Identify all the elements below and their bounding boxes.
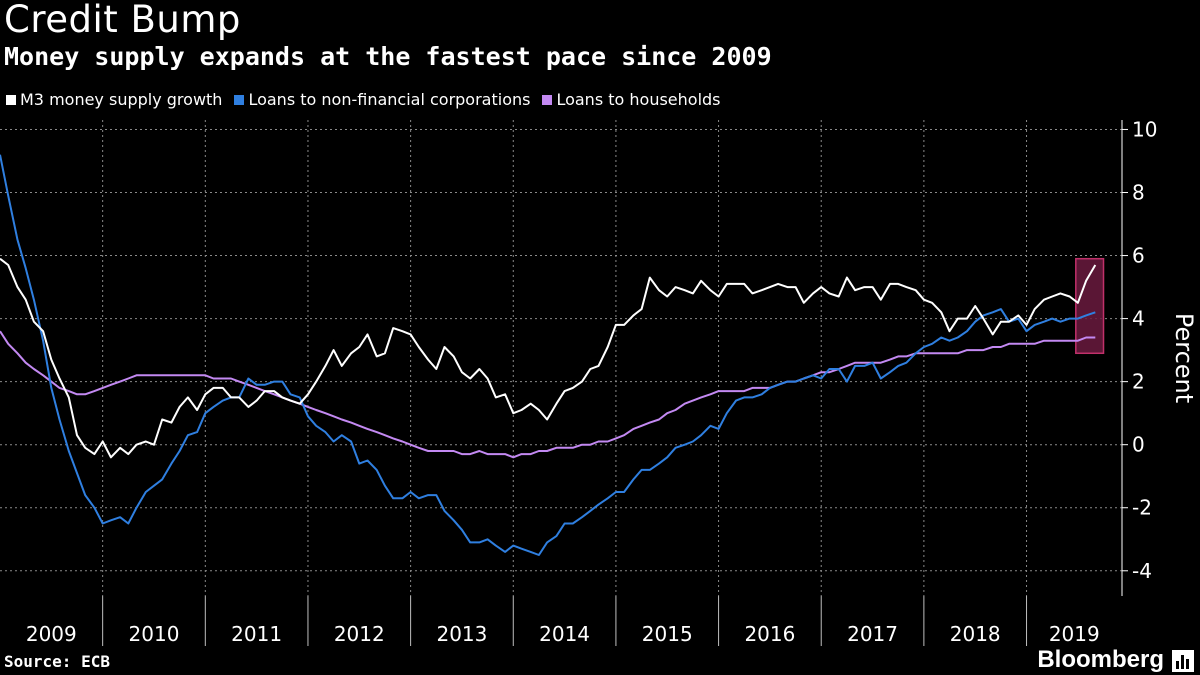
y-tick-label: 2 bbox=[1132, 370, 1145, 394]
x-tick-label: 2019 bbox=[1049, 622, 1100, 646]
y-tick-label: -2 bbox=[1132, 496, 1152, 520]
x-tick-label: 2015 bbox=[642, 622, 693, 646]
chart-subtitle: Money supply expands at the fastest pace… bbox=[4, 42, 772, 71]
y-axis-label: Percent bbox=[1170, 313, 1198, 403]
x-tick-label: 2017 bbox=[847, 622, 898, 646]
y-tick-label: 4 bbox=[1132, 307, 1145, 331]
y-tick-label: -4 bbox=[1132, 559, 1152, 583]
legend-label-m3: M3 money supply growth bbox=[20, 90, 223, 109]
y-tick-label: 8 bbox=[1132, 181, 1145, 205]
series-line-m3 bbox=[0, 257, 1097, 459]
source-note: Source: ECB bbox=[4, 652, 110, 671]
bloomberg-logo: Bloomberg bbox=[1037, 646, 1164, 673]
x-tick-label: 2018 bbox=[950, 622, 1001, 646]
y-tick-label: 6 bbox=[1132, 244, 1145, 268]
y-tick-label: 0 bbox=[1132, 433, 1145, 457]
legend-label-households: Loans to households bbox=[556, 90, 721, 109]
x-tick-label: 2009 bbox=[26, 622, 77, 646]
legend-swatch-households bbox=[542, 94, 553, 105]
x-tick-label: 2016 bbox=[744, 622, 795, 646]
legend-swatch-nfc bbox=[234, 94, 245, 105]
legend-item-nfc: Loans to non-financial corporations bbox=[234, 90, 530, 109]
x-tick-label: 2011 bbox=[231, 622, 282, 646]
series-line-households bbox=[0, 330, 1096, 459]
legend-item-households: Loans to households bbox=[542, 90, 721, 109]
y-tick-label: 10 bbox=[1132, 117, 1157, 141]
x-tick-label: 2010 bbox=[129, 622, 180, 646]
legend-label-nfc: Loans to non-financial corporations bbox=[248, 90, 531, 109]
legend: M3 money supply growth Loans to non-fina… bbox=[6, 90, 721, 109]
legend-swatch-m3 bbox=[6, 94, 16, 105]
x-tick-label: 2012 bbox=[334, 622, 385, 646]
x-tick-label: 2014 bbox=[539, 622, 590, 646]
series-line-nfc bbox=[0, 154, 1096, 556]
x-tick-label: 2013 bbox=[436, 622, 487, 646]
chart-title: Credit Bump bbox=[4, 0, 241, 41]
legend-item-m3: M3 money supply growth bbox=[6, 90, 222, 109]
bloomberg-terminal-icon bbox=[1172, 650, 1194, 672]
